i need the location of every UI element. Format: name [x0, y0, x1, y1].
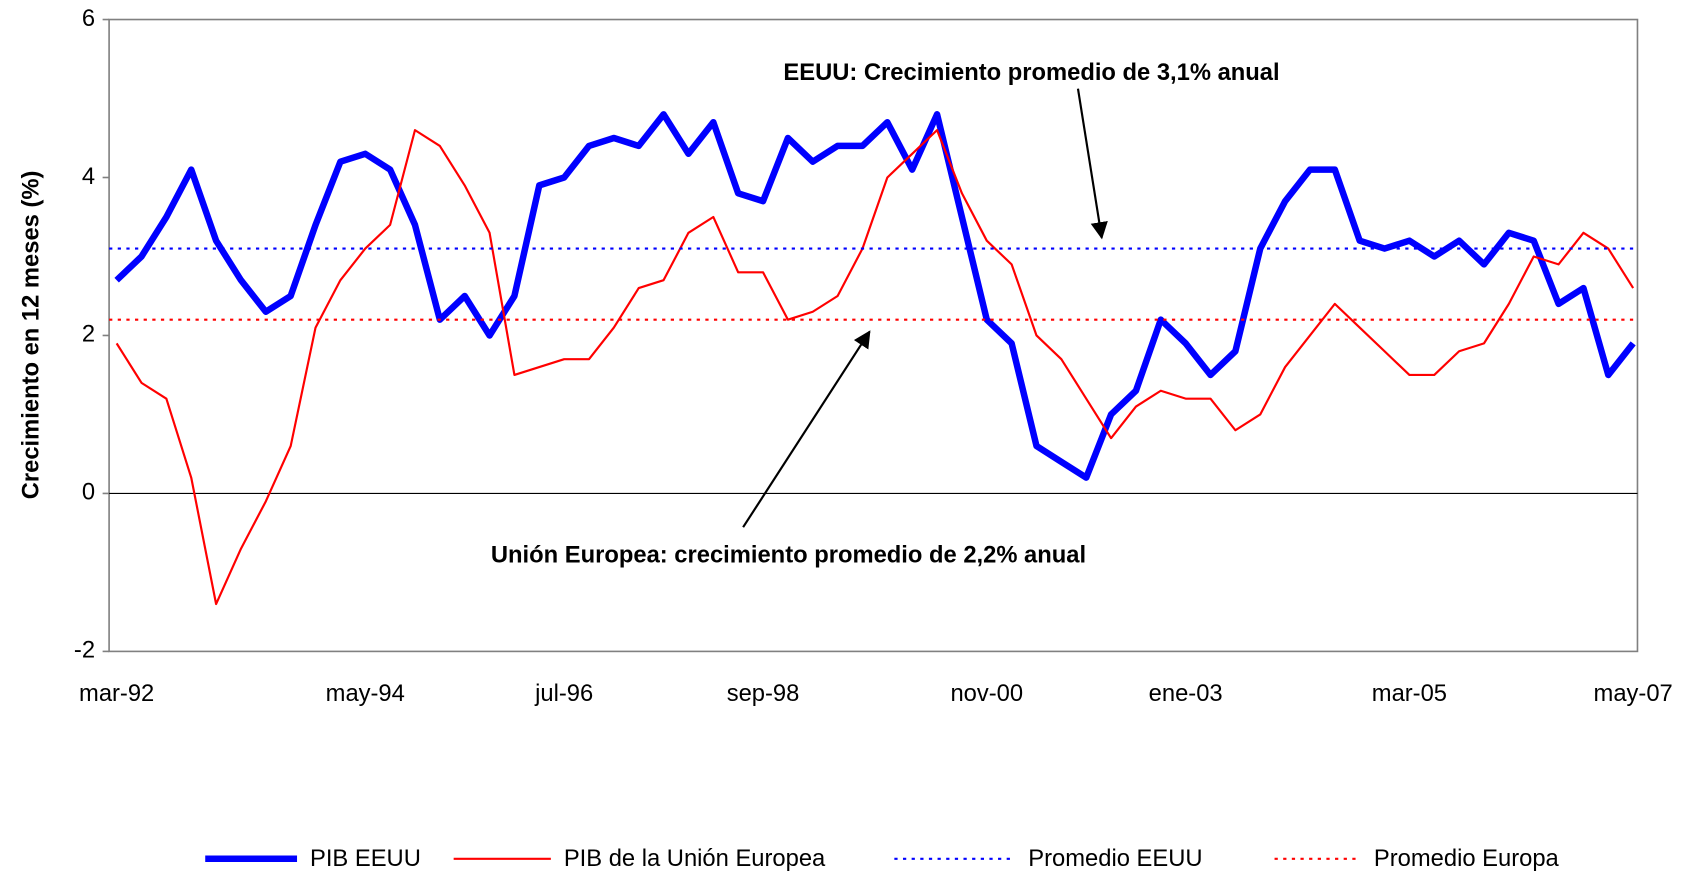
data-line [114, 111, 1636, 481]
x-tick-label: ene-03 [1149, 680, 1223, 707]
y-axis-label: Crecimiento en 12 meses (%) [18, 171, 45, 500]
data-line [115, 129, 1635, 606]
annotation-arrow [1076, 88, 1108, 240]
y-tick-label: 4 [82, 163, 95, 190]
y-tick-label: 6 [82, 5, 95, 32]
x-tick-label: sep-98 [727, 680, 800, 707]
y-tick-label: 2 [82, 321, 95, 348]
x-tick-label: may-94 [326, 680, 405, 707]
x-tick-label: jul-96 [534, 680, 593, 707]
legend-label: Promedio EEUU [1028, 845, 1202, 872]
annotation: EEUU: Crecimiento promedio de 3,1% anual [783, 59, 1279, 86]
x-tick-label: may-07 [1594, 680, 1673, 707]
y-tick-label: 0 [82, 479, 95, 506]
x-tick-label: mar-05 [1372, 680, 1447, 707]
y-tick-label: -2 [74, 637, 95, 664]
legend-label: Promedio Europa [1374, 845, 1560, 872]
annotation: Unión Europea: crecimiento promedio de 2… [491, 542, 1086, 569]
x-tick-label: nov-00 [950, 680, 1023, 707]
x-tick-label: mar-92 [79, 680, 154, 707]
annotation-arrow [742, 330, 871, 528]
legend-label: PIB EEUU [310, 845, 421, 872]
legend-label: PIB de la Unión Europea [564, 845, 826, 872]
